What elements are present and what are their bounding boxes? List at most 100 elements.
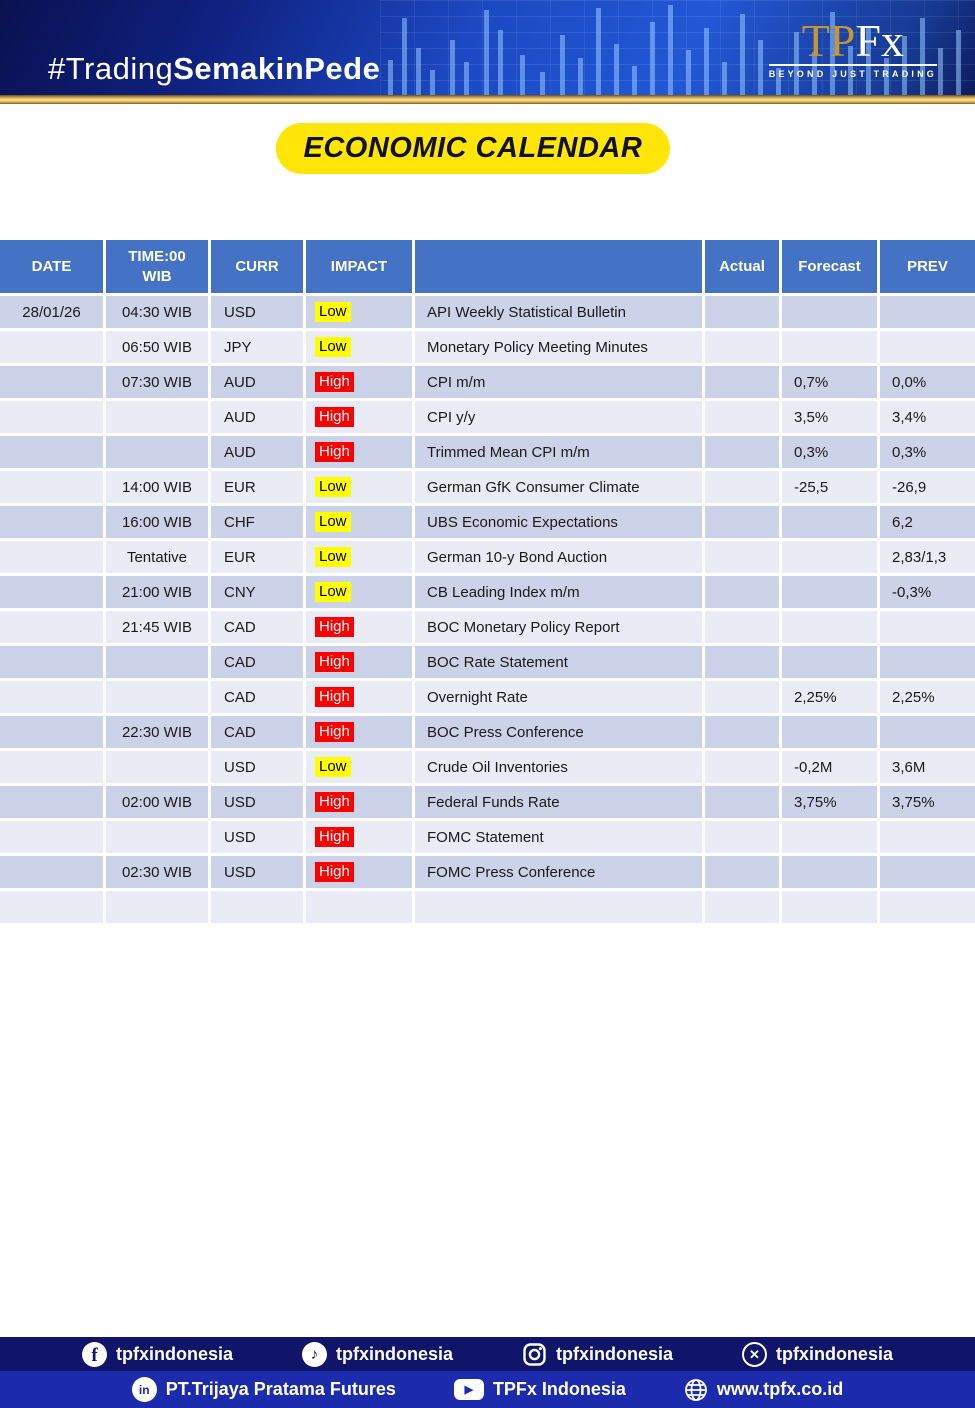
cell-time bbox=[106, 751, 208, 783]
cell-prev: 0,0% bbox=[880, 366, 975, 398]
header-banner: #TradingSemakinPede TPFx BEYOND JUST TRA… bbox=[0, 0, 975, 104]
website-link[interactable]: www.tpfx.co.id bbox=[684, 1378, 843, 1402]
cell-currency bbox=[211, 891, 303, 923]
youtube-link[interactable]: ▶ TPFx Indonesia bbox=[453, 1379, 626, 1400]
cell-date bbox=[0, 786, 103, 818]
facebook-link[interactable]: f tpfxindonesia bbox=[82, 1341, 234, 1367]
cell-currency: JPY bbox=[211, 331, 303, 363]
cell-actual bbox=[705, 716, 779, 748]
impact-badge: High bbox=[315, 407, 354, 427]
cell-date bbox=[0, 506, 103, 538]
table-row: AUD High Trimmed Mean CPI m/m 0,3% 0,3% bbox=[0, 436, 975, 468]
cell-prev bbox=[880, 821, 975, 853]
cell-prev: 3,6M bbox=[880, 751, 975, 783]
cell-forecast bbox=[782, 716, 877, 748]
facebook-handle: tpfxindonesia bbox=[116, 1343, 234, 1364]
cell-event: UBS Economic Expectations bbox=[415, 506, 702, 538]
logo-tp: TP bbox=[801, 15, 856, 66]
cell-event: Monetary Policy Meeting Minutes bbox=[415, 331, 702, 363]
cell-impact: High bbox=[306, 856, 412, 888]
cell-actual bbox=[705, 751, 779, 783]
cell-date bbox=[0, 716, 103, 748]
facebook-icon: f bbox=[82, 1341, 107, 1367]
tpfx-logo: TPFx BEYOND JUST TRADING bbox=[768, 18, 937, 79]
cell-actual bbox=[705, 366, 779, 398]
cell-prev: -26,9 bbox=[880, 471, 975, 503]
cell-prev: 6,2 bbox=[880, 506, 975, 538]
cell-forecast: 2,25% bbox=[782, 681, 877, 713]
cell-actual bbox=[705, 296, 779, 328]
tiktok-handle: tpfxindonesia bbox=[335, 1343, 453, 1364]
impact-badge: High bbox=[315, 442, 354, 462]
cell-currency: AUD bbox=[211, 366, 303, 398]
cell-prev bbox=[880, 296, 975, 328]
table-row: CAD High Overnight Rate 2,25% 2,25% bbox=[0, 681, 975, 713]
cell-date bbox=[0, 821, 103, 853]
impact-badge: High bbox=[315, 827, 354, 847]
x-link[interactable]: ✕ tpfxindonesia bbox=[741, 1341, 893, 1367]
instagram-link[interactable]: tpfxindonesia bbox=[522, 1342, 673, 1367]
column-header-actual: Actual bbox=[705, 240, 779, 293]
cell-event: CPI m/m bbox=[415, 366, 702, 398]
cell-date bbox=[0, 646, 103, 678]
impact-badge: High bbox=[315, 687, 354, 707]
cell-impact: Low bbox=[306, 296, 412, 328]
cell-time: 14:00 WIB bbox=[106, 471, 208, 503]
cell-event: German GfK Consumer Climate bbox=[415, 471, 702, 503]
cell-forecast: 0,7% bbox=[782, 366, 877, 398]
column-header-currency: CURR bbox=[211, 240, 303, 293]
cell-actual bbox=[705, 471, 779, 503]
cell-impact: High bbox=[306, 436, 412, 468]
impact-badge: High bbox=[315, 652, 354, 672]
table-row: 28/01/26 04:30 WIB USD Low API Weekly St… bbox=[0, 296, 975, 328]
cell-forecast bbox=[782, 541, 877, 573]
cell-event: Crude Oil Inventories bbox=[415, 751, 702, 783]
impact-badge: Low bbox=[315, 512, 351, 532]
linkedin-link[interactable]: in PT.Trijaya Pratama Futures bbox=[131, 1377, 396, 1402]
cell-date: 28/01/26 bbox=[0, 296, 103, 328]
column-header-time: TIME:00 WIB bbox=[106, 240, 208, 293]
table-header-row: DATE TIME:00 WIB CURR IMPACT Actual Fore… bbox=[0, 240, 975, 293]
cell-date bbox=[0, 366, 103, 398]
column-header-event bbox=[415, 240, 702, 293]
cell-event: FOMC Press Conference bbox=[415, 856, 702, 888]
cell-prev: 0,3% bbox=[880, 436, 975, 468]
cell-event bbox=[415, 891, 702, 923]
cell-time bbox=[106, 646, 208, 678]
cell-actual bbox=[705, 401, 779, 433]
cell-forecast: 3,5% bbox=[782, 401, 877, 433]
cell-impact: High bbox=[306, 681, 412, 713]
cell-prev bbox=[880, 856, 975, 888]
cell-prev: 3,4% bbox=[880, 401, 975, 433]
cell-event: FOMC Statement bbox=[415, 821, 702, 853]
impact-badge: High bbox=[315, 617, 354, 637]
column-header-impact: IMPACT bbox=[306, 240, 412, 293]
cell-actual bbox=[705, 576, 779, 608]
cell-forecast bbox=[782, 576, 877, 608]
cell-actual bbox=[705, 891, 779, 923]
cell-impact: Low bbox=[306, 506, 412, 538]
logo-tagline: BEYOND JUST TRADING bbox=[768, 64, 937, 79]
cell-impact: High bbox=[306, 821, 412, 853]
cell-currency: AUD bbox=[211, 436, 303, 468]
cell-time: 22:30 WIB bbox=[106, 716, 208, 748]
x-icon: ✕ bbox=[741, 1341, 767, 1367]
cell-currency: USD bbox=[211, 751, 303, 783]
cell-currency: CAD bbox=[211, 611, 303, 643]
footer-social-row: f tpfxindonesia ♪ tpfxindonesia tpfxindo… bbox=[0, 1337, 975, 1371]
gold-divider bbox=[0, 95, 975, 104]
youtube-icon: ▶ bbox=[453, 1379, 484, 1400]
cell-currency: AUD bbox=[211, 401, 303, 433]
hashtag-semakinpede: SemakinPede bbox=[173, 51, 381, 86]
cell-impact: Low bbox=[306, 331, 412, 363]
cell-forecast bbox=[782, 821, 877, 853]
table-row: 02:30 WIB USD High FOMC Press Conference bbox=[0, 856, 975, 888]
column-header-prev: PREV bbox=[880, 240, 975, 293]
tiktok-link[interactable]: ♪ tpfxindonesia bbox=[301, 1341, 453, 1367]
cell-time bbox=[106, 436, 208, 468]
cell-forecast: 3,75% bbox=[782, 786, 877, 818]
cell-prev bbox=[880, 331, 975, 363]
cell-prev bbox=[880, 891, 975, 923]
cell-event: Trimmed Mean CPI m/m bbox=[415, 436, 702, 468]
cell-time: Tentative bbox=[106, 541, 208, 573]
